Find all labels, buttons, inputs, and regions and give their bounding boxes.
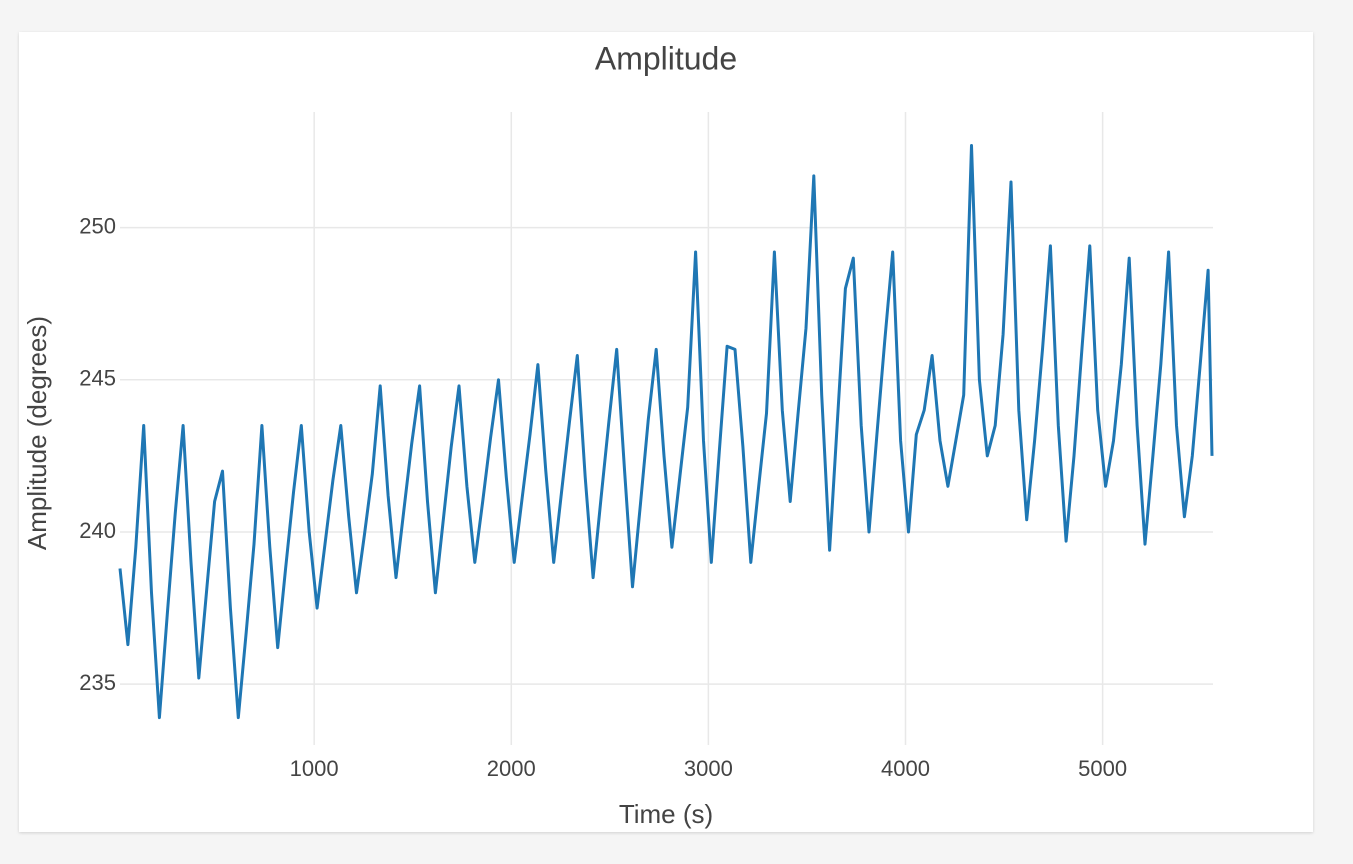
y-axis-title: Amplitude (degrees) — [22, 316, 52, 550]
y-tick-label: 235 — [79, 670, 116, 695]
x-tick-label: 2000 — [487, 756, 536, 781]
y-tick-label: 250 — [79, 213, 116, 238]
chart-card: Amplitude Time (s) Amplitude (degrees) 2… — [19, 32, 1313, 832]
y-tick-label: 240 — [79, 518, 116, 543]
chart: Amplitude Time (s) Amplitude (degrees) 2… — [22, 40, 1214, 829]
x-tick-label: 1000 — [290, 756, 339, 781]
x-tick-label: 4000 — [881, 756, 930, 781]
x-axis-title: Time (s) — [619, 799, 713, 829]
chart-title: Amplitude — [595, 40, 737, 76]
data-line — [118, 144, 1214, 720]
x-tick-label: 3000 — [684, 756, 733, 781]
y-tick-label: 245 — [79, 366, 116, 391]
x-tick-label: 5000 — [1078, 756, 1127, 781]
